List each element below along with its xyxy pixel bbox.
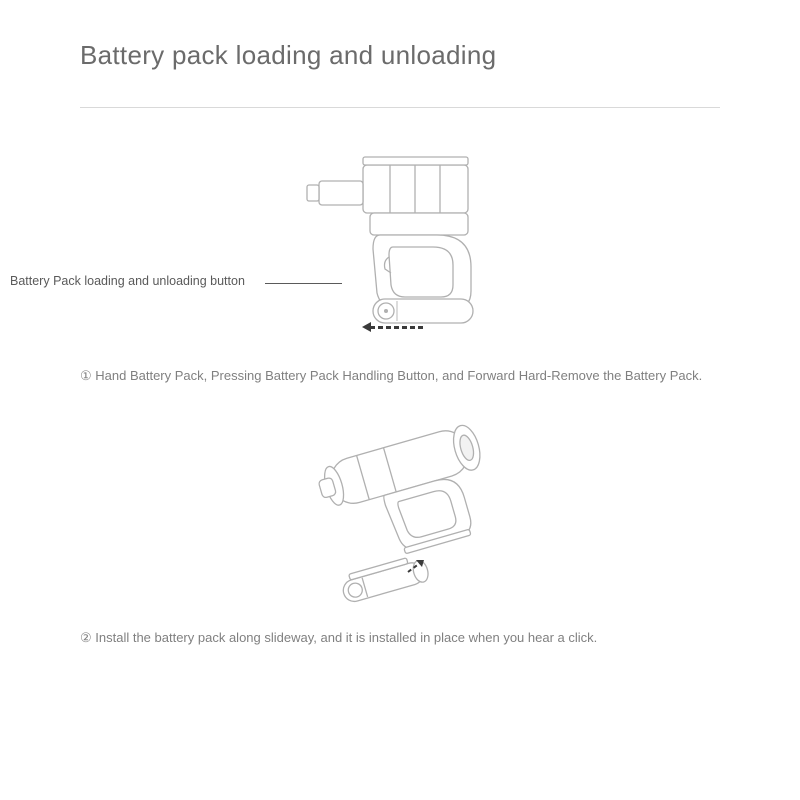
step-1-text: ① Hand Battery Pack, Pressing Battery Pa… xyxy=(80,366,720,386)
step-2-text: ② Install the battery pack along slidewa… xyxy=(80,628,720,648)
callout-leader-line xyxy=(265,283,342,284)
page-title: Battery pack loading and unloading xyxy=(80,40,720,71)
callout-battery-button: Battery Pack loading and unloading butto… xyxy=(10,274,245,288)
arrow-remove-direction-icon xyxy=(362,326,432,328)
vacuum-diagram-perspective xyxy=(290,414,510,604)
section-divider xyxy=(80,107,720,108)
figure-1-container: Battery Pack loading and unloading butto… xyxy=(80,148,720,348)
vacuum-diagram-side xyxy=(285,153,515,343)
figure-2-container xyxy=(80,414,720,604)
